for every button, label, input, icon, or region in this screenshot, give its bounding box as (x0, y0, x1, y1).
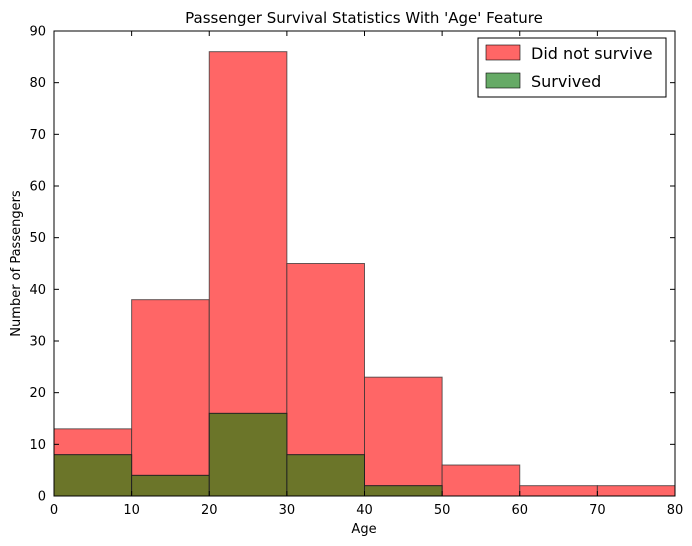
bar-survived (53, 454, 133, 497)
legend-swatch-did-not-survive (485, 44, 521, 61)
x-tick-label: 10 (123, 503, 140, 518)
y-tick-label: 10 (29, 438, 46, 453)
bar-did-not-survive (364, 376, 443, 497)
y-tick-label: 70 (29, 128, 46, 143)
bar-survived (131, 474, 210, 497)
bar-survived (286, 454, 365, 497)
y-tick-label: 60 (29, 180, 46, 195)
y-tick-label: 30 (29, 335, 46, 350)
x-axis-label: Age (351, 522, 376, 537)
y-axis-label: Number of Passengers (9, 190, 24, 337)
y-tick-label: 20 (29, 386, 46, 401)
bar-did-not-survive (519, 485, 598, 497)
chart-title: Passenger Survival Statistics With 'Age'… (185, 9, 543, 27)
bar-did-not-survive (441, 464, 521, 497)
bar-survived (364, 485, 443, 497)
x-tick-label: 0 (50, 503, 58, 518)
x-axis-ticks: 0 10 20 30 40 50 60 70 80 (50, 31, 683, 518)
y-axis-ticks: 0 10 20 30 40 50 60 70 80 90 (29, 25, 675, 505)
x-tick-label: 50 (434, 503, 451, 518)
legend-label-did-not-survive: Did not survive (531, 44, 653, 63)
bar-did-not-survive (596, 485, 676, 497)
y-tick-label: 90 (29, 25, 46, 40)
legend-label-survived: Survived (531, 72, 601, 91)
bar-did-not-survive (131, 299, 210, 497)
x-tick-label: 70 (589, 503, 606, 518)
did-not-survive-bars (53, 51, 676, 497)
x-tick-label: 80 (667, 503, 684, 518)
y-tick-label: 50 (29, 231, 46, 246)
y-tick-label: 80 (29, 76, 46, 91)
y-tick-label: 40 (29, 283, 46, 298)
legend-swatch-survived (485, 72, 521, 89)
x-tick-label: 40 (356, 503, 373, 518)
x-tick-label: 30 (279, 503, 296, 518)
bar-survived (208, 412, 288, 497)
y-tick-label: 0 (38, 490, 46, 505)
x-tick-label: 60 (511, 503, 528, 518)
x-tick-label: 20 (201, 503, 218, 518)
survived-bars (53, 412, 443, 497)
legend: Did not survive Survived (477, 37, 667, 98)
